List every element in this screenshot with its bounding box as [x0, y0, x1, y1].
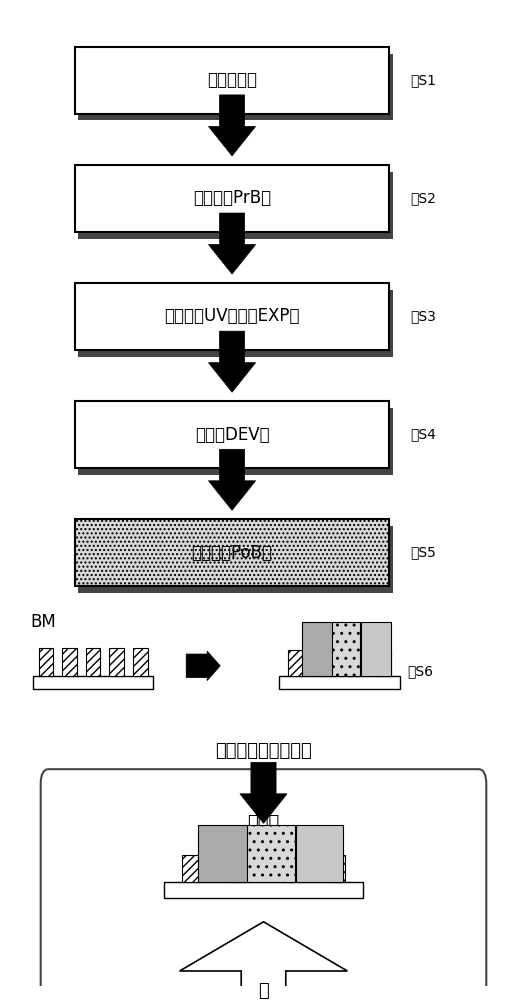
Text: 高湿度: 高湿度 — [247, 814, 280, 832]
Bar — [86, 648, 101, 676]
Bar — [75, 283, 389, 350]
Polygon shape — [186, 651, 220, 681]
Bar — [280, 855, 296, 882]
Bar — [318, 650, 331, 676]
Bar — [361, 622, 392, 676]
Bar — [75, 47, 389, 114]
Bar — [279, 676, 400, 689]
Polygon shape — [209, 331, 256, 392]
Text: 涂覆：旋涂: 涂覆：旋涂 — [207, 71, 257, 89]
Text: ～S1: ～S1 — [411, 73, 436, 87]
Bar — [79, 54, 393, 120]
Bar — [347, 650, 361, 676]
Bar — [296, 825, 343, 882]
Text: 热: 热 — [258, 982, 269, 1000]
Text: ～S3: ～S3 — [411, 309, 436, 323]
Bar — [133, 648, 148, 676]
Bar — [62, 648, 77, 676]
Text: 预烘焙（PrB）: 预烘焙（PrB） — [193, 189, 271, 207]
Text: BM: BM — [30, 613, 56, 631]
Bar — [38, 648, 53, 676]
Polygon shape — [240, 762, 287, 823]
Text: ～S2: ～S2 — [411, 191, 436, 205]
Bar — [247, 825, 295, 882]
Bar — [79, 408, 393, 475]
Polygon shape — [180, 922, 347, 1000]
Bar — [79, 526, 393, 593]
Text: 显影（DEV）: 显影（DEV） — [195, 426, 269, 444]
Bar — [329, 855, 345, 882]
Text: ～S4: ～S4 — [411, 428, 436, 442]
Bar — [110, 648, 124, 676]
Bar — [231, 855, 247, 882]
Text: 重复图案化工艺三次: 重复图案化工艺三次 — [215, 742, 312, 760]
Bar — [75, 519, 389, 586]
Polygon shape — [209, 449, 256, 510]
Text: 在掩模下UV曝光（EXP）: 在掩模下UV曝光（EXP） — [164, 307, 300, 325]
Polygon shape — [209, 213, 256, 274]
Bar — [33, 676, 153, 689]
Bar — [288, 650, 302, 676]
Bar — [302, 622, 333, 676]
Bar — [182, 855, 198, 882]
Bar — [377, 650, 391, 676]
Text: ～S5: ～S5 — [411, 546, 436, 560]
Bar — [79, 172, 393, 239]
Bar — [164, 882, 363, 898]
Text: 后烘焙（PoB）: 后烘焙（PoB） — [191, 544, 272, 562]
Bar — [75, 401, 389, 468]
Polygon shape — [209, 95, 256, 156]
Text: ～S6: ～S6 — [408, 664, 434, 678]
Bar — [198, 825, 248, 882]
Bar — [79, 290, 393, 357]
Bar — [75, 165, 389, 232]
FancyBboxPatch shape — [41, 769, 486, 1000]
Bar — [331, 622, 360, 676]
